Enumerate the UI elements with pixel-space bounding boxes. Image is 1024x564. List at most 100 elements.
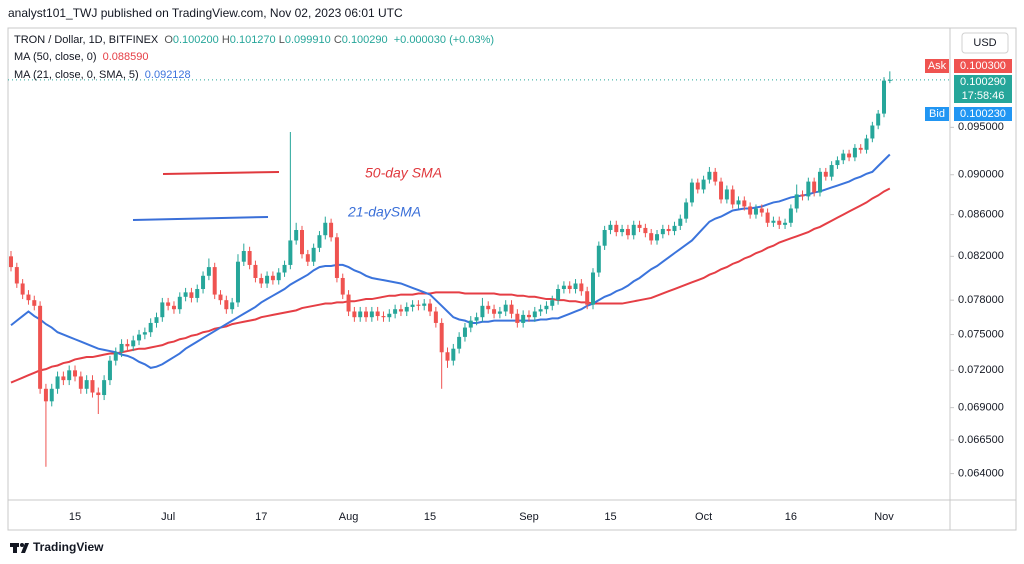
- candle-body: [90, 380, 95, 393]
- candle-body: [113, 352, 118, 361]
- moving-average-line: [10, 153, 891, 369]
- candle-body: [841, 153, 846, 161]
- candle-body: [154, 317, 159, 323]
- candle-body: [713, 171, 718, 182]
- candle-body: [602, 230, 607, 246]
- candle-body: [794, 194, 799, 209]
- chart-frame: [7, 27, 1017, 531]
- candle-body: [579, 283, 584, 292]
- candle-body: [364, 311, 369, 318]
- candle-body: [876, 113, 881, 126]
- candle-body: [480, 305, 485, 318]
- candle-body: [637, 224, 642, 228]
- currency-label[interactable]: USD: [973, 37, 996, 49]
- candle-body: [783, 222, 788, 225]
- y-tick-label: 0.078000: [958, 294, 1004, 306]
- candle-body: [724, 189, 729, 200]
- candle-body: [643, 227, 648, 234]
- ma21-value: 0.092128: [144, 69, 191, 81]
- candle-body: [719, 181, 724, 200]
- candle-body: [294, 230, 299, 241]
- candle-body: [812, 181, 817, 193]
- candle-body: [142, 332, 147, 335]
- x-tick-label: 15: [424, 511, 436, 523]
- candle-body: [265, 275, 270, 284]
- candle-body: [829, 165, 834, 177]
- candle-body: [416, 304, 421, 306]
- ohlc-number: 0.100290: [341, 34, 388, 46]
- candle-body: [323, 222, 328, 236]
- candle-body: [625, 228, 630, 236]
- candle-body: [358, 311, 363, 318]
- candle-body: [462, 327, 467, 337]
- candle-body: [707, 171, 712, 180]
- annotation-text: 21-daySMA: [347, 204, 421, 220]
- candle-body: [96, 392, 101, 396]
- candle-body: [398, 309, 403, 312]
- ohlc-number: 0.101270: [229, 34, 276, 46]
- candle-body: [655, 234, 660, 241]
- candle-body: [212, 267, 217, 295]
- candle-body: [497, 311, 502, 314]
- candle-body: [544, 305, 549, 310]
- y-tick-label: 0.075000: [958, 328, 1004, 340]
- candle-body: [43, 388, 48, 402]
- candle-body: [49, 388, 54, 402]
- candle-body: [701, 179, 706, 190]
- symbol-title: TRON / Dollar, 1D, BITFINEX: [14, 34, 159, 46]
- x-tick-label: 15: [69, 511, 81, 523]
- candle-body: [509, 304, 514, 314]
- candle-body: [329, 222, 334, 238]
- currency-button[interactable]: [961, 32, 1009, 54]
- change-value: +0.000030 (+0.03%): [393, 34, 495, 46]
- candle-body: [631, 224, 636, 236]
- ma50-name: MA (50, close, 0): [14, 51, 97, 63]
- candle-body: [439, 322, 444, 353]
- candle-body: [777, 220, 782, 225]
- candle-body: [591, 272, 595, 305]
- candle-body: [206, 267, 211, 276]
- candle-body: [852, 147, 857, 158]
- last-price: 0.100290: [960, 76, 1006, 88]
- candle-body: [305, 254, 310, 262]
- x-tick-label: 17: [255, 511, 267, 523]
- candle-body: [288, 240, 293, 265]
- candle-body: [526, 314, 531, 318]
- ohlc-label: C: [333, 34, 342, 46]
- candle-body: [585, 291, 590, 305]
- candle-body: [596, 245, 601, 273]
- candle-body: [107, 360, 112, 381]
- x-tick-label: Jul: [161, 511, 175, 523]
- candle-body: [38, 305, 43, 389]
- candle-body: [806, 181, 811, 197]
- candle-body: [334, 237, 339, 278]
- candle-body: [882, 80, 886, 114]
- candle-body: [119, 343, 124, 353]
- candle-body: [387, 313, 392, 318]
- candle-body: [346, 294, 351, 312]
- x-tick-label: 15: [604, 511, 616, 523]
- plot-area: [8, 71, 950, 467]
- candle-body: [515, 313, 520, 323]
- candle-body: [61, 376, 66, 381]
- ma21-name: MA (21, close, 0, SMA, 5): [14, 69, 139, 81]
- candle-body: [311, 247, 316, 262]
- candle-body: [73, 370, 78, 377]
- candle-body: [375, 311, 380, 317]
- candle-body: [486, 305, 491, 310]
- candle-body: [230, 302, 235, 310]
- y-tick-label: 0.069000: [958, 402, 1004, 414]
- candle-body: [282, 264, 287, 273]
- candle-body: [678, 218, 683, 226]
- candle-body: [125, 343, 130, 347]
- candle-body: [788, 208, 793, 223]
- y-tick-label: 0.082000: [958, 250, 1004, 262]
- candle-body: [195, 289, 200, 298]
- candle-body: [468, 320, 473, 328]
- candle-body: [765, 212, 770, 223]
- candle-body: [340, 277, 345, 295]
- ohlc-label: L: [278, 34, 285, 46]
- candle-body: [870, 125, 875, 139]
- candle-body: [567, 285, 572, 290]
